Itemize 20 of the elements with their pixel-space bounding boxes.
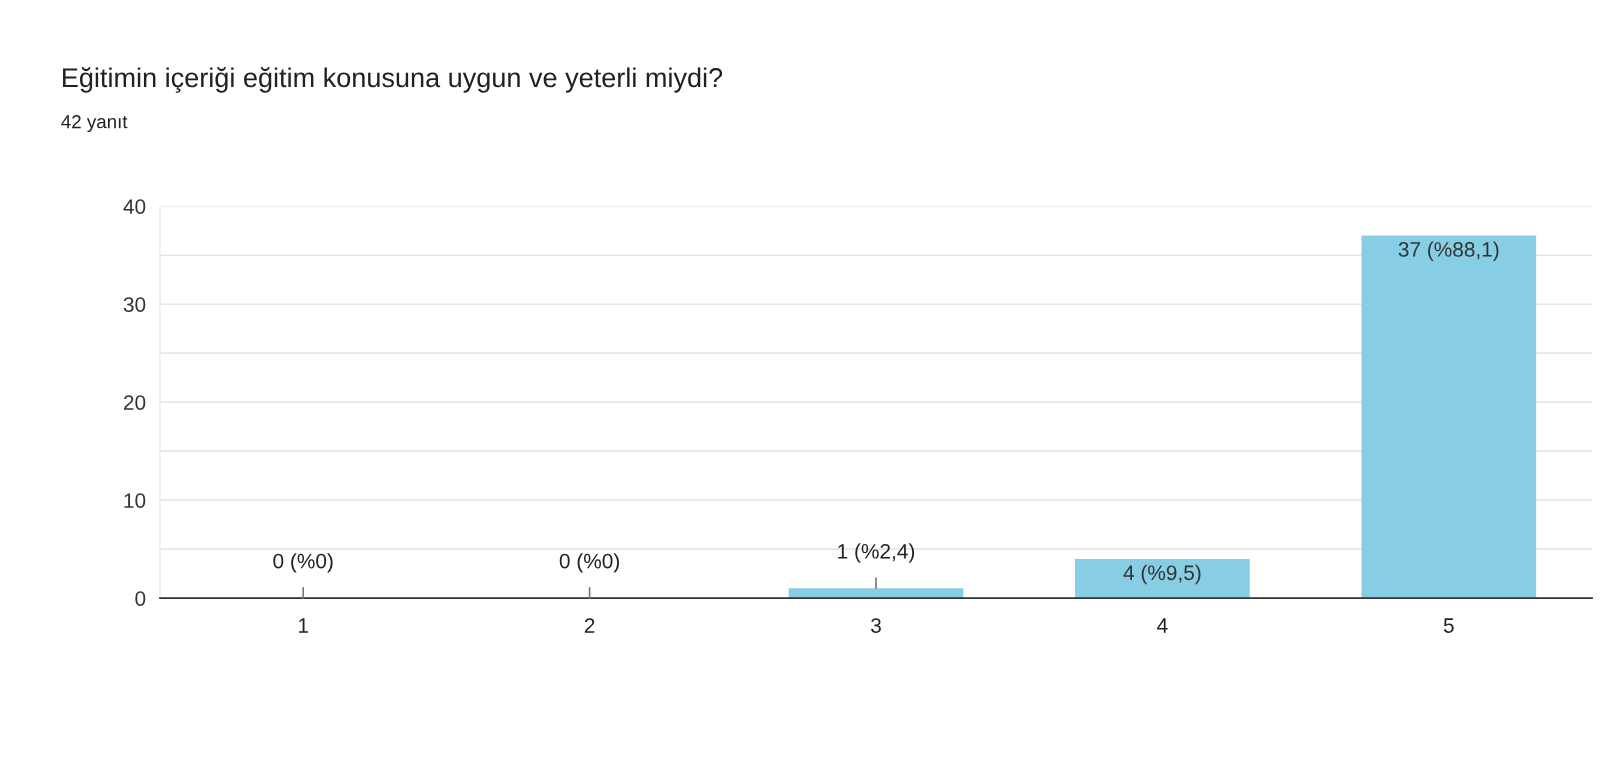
x-tick-label: 2 <box>584 618 595 633</box>
x-tick-label: 4 <box>1157 618 1168 633</box>
x-tick-label: 3 <box>871 618 881 633</box>
y-tick-label: 0 <box>135 591 146 606</box>
y-tick-label: 20 <box>123 395 146 410</box>
y-tick-label: 30 <box>123 297 146 312</box>
chart-subtitle: 42 yanıt <box>61 115 128 133</box>
bar <box>788 588 964 599</box>
y-tick-label: 40 <box>123 199 146 214</box>
data-label: 0 (%0) <box>273 553 333 573</box>
bar <box>1075 558 1250 599</box>
y-tick-label: 10 <box>124 493 146 508</box>
data-label: 0 (%0) <box>559 553 619 573</box>
data-label: 1 (%2,4) <box>838 543 915 563</box>
x-tick-label: 5 <box>1443 618 1454 633</box>
data-label: 37 (%88,1) <box>1398 241 1499 261</box>
bar <box>1361 235 1537 599</box>
chart-title: Eğitimin içeriği eğitim konusuna uygun ve yeterli miydi? <box>63 67 723 93</box>
data-label: 4 (%9,5) <box>1123 564 1201 585</box>
x-tick-label: 1 <box>299 618 308 633</box>
